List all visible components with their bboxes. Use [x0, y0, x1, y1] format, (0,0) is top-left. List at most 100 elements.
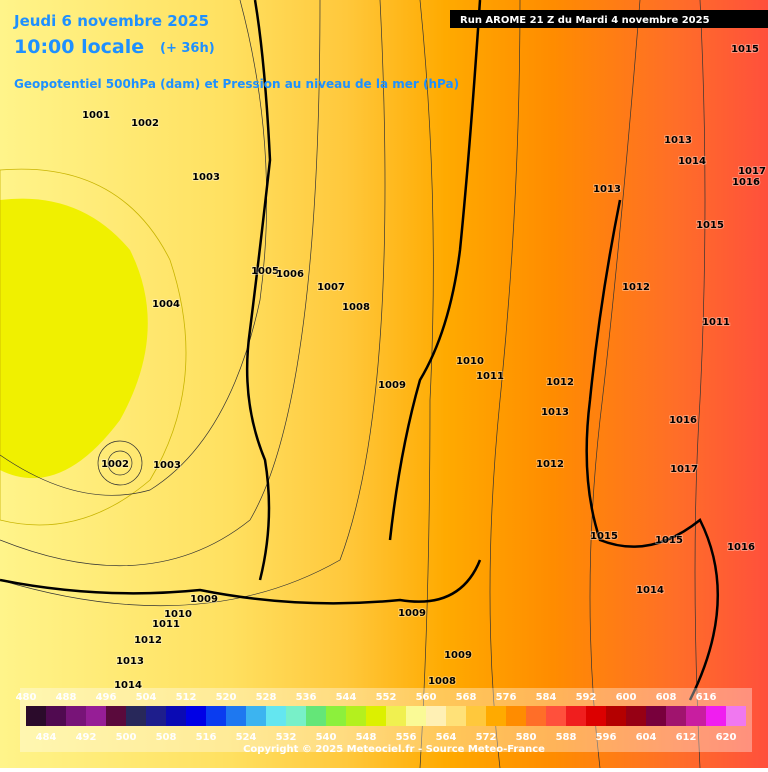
- colorbar-label: 524: [236, 732, 257, 743]
- colorbar-label: 572: [476, 732, 497, 743]
- colorbar-swatch: [526, 706, 546, 726]
- colorbar-swatch: [666, 706, 686, 726]
- colorbar-swatch: [66, 706, 86, 726]
- isobar-label: 1015: [731, 44, 759, 55]
- colorbar-swatch: [106, 706, 126, 726]
- colorbar-label: 584: [536, 692, 557, 703]
- colorbar-label: 568: [456, 692, 477, 703]
- colorbar-label: 588: [556, 732, 577, 743]
- colorbar-label: 612: [676, 732, 697, 743]
- colorbar-swatch: [226, 706, 246, 726]
- colorbar-swatch: [206, 706, 226, 726]
- colorbar-swatch: [86, 706, 106, 726]
- colorbar-label: 600: [616, 692, 637, 703]
- colorbar-label: 552: [376, 692, 397, 703]
- isobar-label: 1010: [456, 356, 484, 367]
- colorbar-swatch: [326, 706, 346, 726]
- forecast-time: 10:00 locale: [14, 36, 144, 58]
- isobar-label: 1014: [678, 156, 706, 167]
- colorbar-swatch: [306, 706, 326, 726]
- isobar-label: 1014: [114, 680, 142, 691]
- run-banner: [450, 10, 768, 28]
- colorbar-swatch: [406, 706, 426, 726]
- isobar-label: 1012: [546, 377, 574, 388]
- colorbar-swatch: [546, 706, 566, 726]
- isobar-label: 1016: [732, 177, 760, 188]
- isobar-label: 1015: [590, 531, 618, 542]
- isobar-label: 1005: [251, 266, 279, 277]
- low-geopotential-area: [0, 198, 148, 479]
- colorbar-label: 496: [96, 692, 117, 703]
- colorbar-label: 492: [76, 732, 97, 743]
- isobar-label: 1015: [655, 535, 683, 546]
- colorbar-swatch: [606, 706, 626, 726]
- copyright: Copyright © 2025 Meteociel.fr - Source M…: [243, 744, 545, 755]
- colorbar-label: 536: [296, 692, 317, 703]
- colorbar-label: 564: [436, 732, 457, 743]
- colorbar-label: 576: [496, 692, 517, 703]
- isobar-label: 1008: [428, 676, 456, 687]
- colorbar-swatch: [426, 706, 446, 726]
- colorbar-swatch: [126, 706, 146, 726]
- colorbar-swatch: [246, 706, 266, 726]
- colorbar-label: 488: [56, 692, 77, 703]
- coastlines: [0, 0, 720, 701]
- colorbar-label: 512: [176, 692, 197, 703]
- isobars: [0, 0, 706, 769]
- colorbar-label: 528: [256, 692, 277, 703]
- isobar-label: 1017: [738, 166, 766, 177]
- colorbar-swatch: [286, 706, 306, 726]
- colorbar-swatch: [166, 706, 186, 726]
- isobar-label: 1013: [593, 184, 621, 195]
- isobar-label: 1012: [622, 282, 650, 293]
- colorbar: 480 496 512 528 544 560 576 592 608 488 504 520 536 5…: [16, 692, 746, 743]
- colorbar-label: 532: [276, 732, 297, 743]
- colorbar-label: 608: [656, 692, 677, 703]
- isobar-label: 1017: [670, 464, 698, 475]
- colorbar-swatch: [646, 706, 666, 726]
- colorbar-label: 540: [316, 732, 337, 743]
- isobar-label: 1003: [192, 172, 220, 183]
- run-info: Run AROME 21 Z du Mardi 4 novembre 2025: [460, 15, 710, 26]
- colorbar-label: 548: [356, 732, 377, 743]
- colorbar-label: 544: [336, 692, 357, 703]
- product-title: Geopotentiel 500hPa (dam) et Pression au…: [14, 77, 459, 91]
- isobar-label: 1001: [82, 110, 110, 121]
- isobar-label: 1002: [101, 459, 129, 470]
- colorbar-swatch: [486, 706, 506, 726]
- colorbar-label: 484: [36, 732, 57, 743]
- isobar-label: 1007: [317, 282, 345, 293]
- isobar-label: 1004: [152, 299, 180, 310]
- colorbar-label: 596: [596, 732, 617, 743]
- isobar-label: 1013: [116, 656, 144, 667]
- colorbar-swatch: [506, 706, 526, 726]
- isobar-label: 1013: [664, 135, 692, 146]
- colorbar-swatch: [26, 706, 46, 726]
- colorbar-label: 504: [136, 692, 157, 703]
- colorbar-swatch: [346, 706, 366, 726]
- colorbar-swatch: [586, 706, 606, 726]
- colorbar-label: 560: [416, 692, 437, 703]
- colorbar-label: 500: [116, 732, 137, 743]
- colorbar-swatch: [686, 706, 706, 726]
- colorbar-label: 516: [196, 732, 217, 743]
- isobar-label: 1009: [444, 650, 472, 661]
- isobar-label: 1009: [378, 380, 406, 391]
- colorbar-swatch: [146, 706, 166, 726]
- isobar-label: 1008: [342, 302, 370, 313]
- colorbar-label: 508: [156, 732, 177, 743]
- colorbar-swatch: [706, 706, 726, 726]
- isobar-label: 1011: [476, 371, 504, 382]
- colorbar-label: 620: [716, 732, 737, 743]
- colorbar-swatch: [626, 706, 646, 726]
- colorbar-label: 556: [396, 732, 417, 743]
- colorbar-swatch: [386, 706, 406, 726]
- isobar-label: 1006: [276, 269, 304, 280]
- colorbar-swatch: [466, 706, 486, 726]
- colorbar-swatch: [266, 706, 286, 726]
- isobar-label: 1014: [636, 585, 664, 596]
- colorbar-swatch: [366, 706, 386, 726]
- colorbar-swatch: [46, 706, 66, 726]
